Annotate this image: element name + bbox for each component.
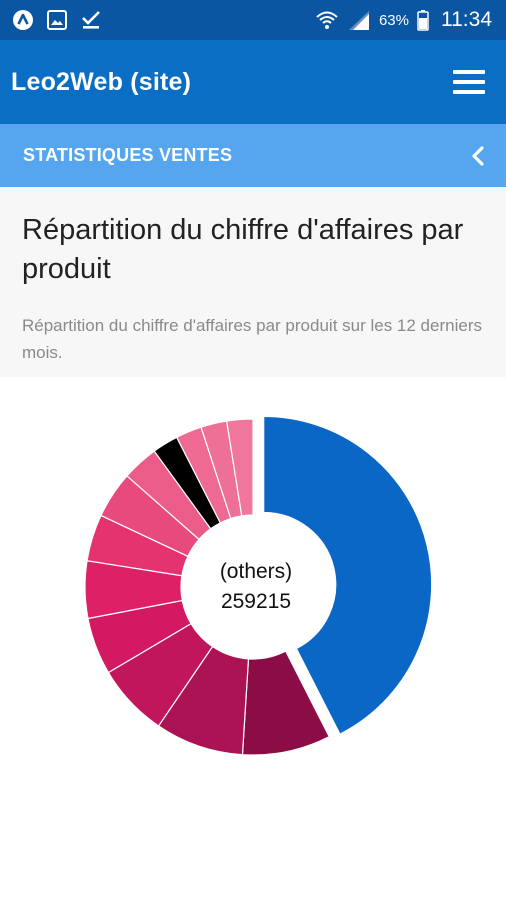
- card-header: Répartition du chiffre d'affaires par pr…: [0, 187, 506, 377]
- wifi-icon: [315, 9, 339, 31]
- section-title: STATISTIQUES VENTES: [23, 145, 233, 165]
- image-icon: [46, 9, 68, 31]
- menu-line: [453, 90, 485, 94]
- status-right: 63% 11:34: [315, 8, 492, 32]
- app-bar: Leo2Web (site): [0, 40, 506, 124]
- pie-slice-13[interactable]: [226, 418, 254, 517]
- menu-line: [453, 70, 485, 74]
- signal-icon: [347, 9, 371, 31]
- card-subtitle: Répartition du chiffre d'affaires par pr…: [22, 316, 482, 362]
- app-a-icon: [12, 9, 34, 31]
- battery-percent: 63%: [378, 11, 409, 29]
- chart-center-label: (others) 259215: [171, 557, 341, 617]
- center-category: (others): [219, 560, 293, 583]
- donut-chart-svg: [84, 415, 433, 756]
- center-value: 259215: [220, 590, 292, 613]
- download-done-icon: [80, 9, 102, 31]
- hamburger-menu-icon[interactable]: [450, 66, 488, 98]
- status-bar: 63% 11:34: [0, 0, 506, 40]
- status-left: [12, 9, 102, 31]
- clock: 11:34: [441, 8, 492, 31]
- menu-line: [453, 80, 485, 84]
- battery-icon: [417, 9, 429, 31]
- card-title: Répartition du chiffre d'affaires par pr…: [22, 214, 464, 285]
- donut-chart: (others) 259215: [0, 377, 506, 777]
- pie-slice-1[interactable]: [263, 415, 433, 735]
- section-header: STATISTIQUES VENTES: [0, 124, 506, 187]
- app-title: Leo2Web (site): [11, 67, 192, 96]
- chevron-left-icon[interactable]: [470, 145, 486, 167]
